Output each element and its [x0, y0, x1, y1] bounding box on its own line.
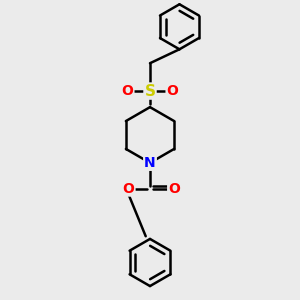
Text: O: O [168, 182, 180, 196]
Text: O: O [122, 84, 134, 98]
Text: O: O [123, 182, 134, 196]
Text: O: O [167, 84, 178, 98]
Text: S: S [145, 84, 155, 99]
Text: N: N [144, 156, 156, 170]
